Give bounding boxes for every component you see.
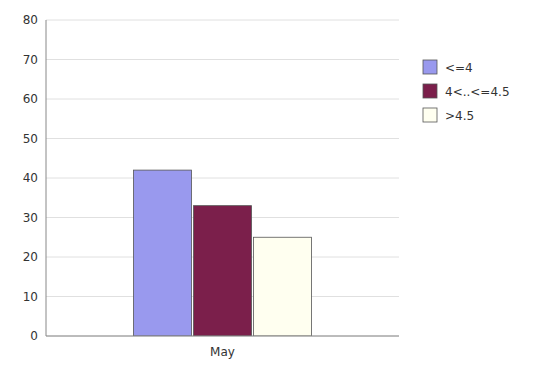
legend-swatch [423,108,437,122]
legend-swatch [423,60,437,74]
y-tick-label: 50 [23,132,38,146]
x-tick-label: May [210,345,235,359]
bar [134,170,192,336]
grid-line [46,20,399,21]
chart: 0 10 20 30 40 50 60 70 80 May <=4 4<..<=4.5 >4.5 [0,0,539,370]
grid [46,20,399,336]
legend: <=4 4<..<=4.5 >4.5 [423,60,510,123]
grid-line [46,138,399,139]
legend-label: <=4 [445,61,473,75]
chart-container: 0 10 20 30 40 50 60 70 80 May <=4 4<..<=4.5 >4.5 [0,0,539,370]
y-tick-label: 30 [23,211,38,225]
x-axis-line [46,336,399,337]
grid-line [46,99,399,100]
y-tick-label: 10 [23,290,38,304]
y-tick-label: 60 [23,92,38,106]
grid-line [46,178,399,179]
grid-line [46,336,399,337]
bar [194,206,252,336]
bars [134,170,312,336]
bar [254,237,312,336]
legend-swatch [423,84,437,98]
legend-label: >4.5 [445,109,474,123]
y-tick-label: 0 [30,329,38,343]
grid-line [46,59,399,60]
y-axis-line [46,20,47,336]
y-tick-label: 40 [23,171,38,185]
y-tick-label: 80 [23,13,38,27]
y-tick-label: 20 [23,250,38,264]
y-tick-label: 70 [23,53,38,67]
legend-label: 4<..<=4.5 [445,85,510,99]
